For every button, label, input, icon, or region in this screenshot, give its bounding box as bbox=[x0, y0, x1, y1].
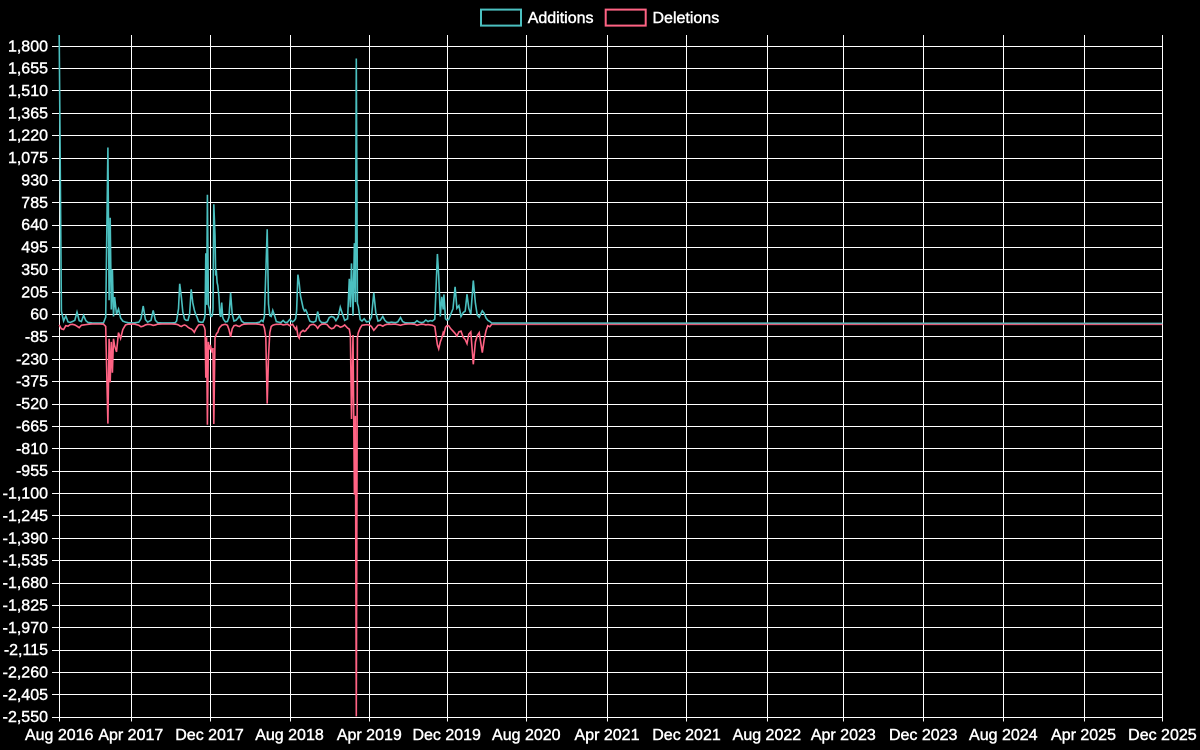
svg-text:-1,245: -1,245 bbox=[3, 508, 48, 525]
svg-text:Aug 2024: Aug 2024 bbox=[969, 727, 1038, 744]
svg-text:Apr 2017: Apr 2017 bbox=[98, 727, 163, 744]
svg-text:-375: -375 bbox=[16, 374, 48, 391]
svg-text:1,220: 1,220 bbox=[8, 128, 48, 145]
svg-text:-1,825: -1,825 bbox=[3, 597, 48, 614]
svg-text:1,075: 1,075 bbox=[8, 150, 48, 167]
svg-text:205: 205 bbox=[21, 284, 48, 301]
svg-text:-2,115: -2,115 bbox=[4, 642, 48, 659]
svg-text:60: 60 bbox=[30, 307, 48, 324]
svg-text:-2,550: -2,550 bbox=[3, 709, 48, 726]
svg-text:Apr 2019: Apr 2019 bbox=[337, 727, 402, 744]
svg-text:-2,260: -2,260 bbox=[3, 664, 48, 681]
svg-text:495: 495 bbox=[21, 240, 48, 257]
svg-text:Aug 2016: Aug 2016 bbox=[25, 727, 94, 744]
svg-text:-1,100: -1,100 bbox=[3, 486, 48, 503]
svg-text:Dec 2019: Dec 2019 bbox=[412, 727, 481, 744]
svg-text:-520: -520 bbox=[16, 396, 48, 413]
svg-text:Dec 2025: Dec 2025 bbox=[1128, 727, 1197, 744]
svg-text:-810: -810 bbox=[16, 441, 48, 458]
svg-text:1,510: 1,510 bbox=[8, 83, 48, 100]
svg-text:Dec 2023: Dec 2023 bbox=[889, 727, 958, 744]
svg-text:640: 640 bbox=[21, 217, 48, 234]
svg-text:350: 350 bbox=[21, 262, 48, 279]
svg-text:-1,680: -1,680 bbox=[3, 575, 48, 592]
svg-text:1,800: 1,800 bbox=[8, 38, 48, 55]
svg-text:-85: -85 bbox=[25, 329, 48, 346]
svg-text:-1,535: -1,535 bbox=[3, 553, 48, 570]
svg-text:1,655: 1,655 bbox=[8, 61, 48, 78]
svg-text:-1,390: -1,390 bbox=[3, 530, 48, 547]
svg-text:930: 930 bbox=[21, 172, 48, 189]
svg-text:-2,405: -2,405 bbox=[3, 687, 48, 704]
svg-text:-665: -665 bbox=[16, 418, 48, 435]
svg-text:Deletions: Deletions bbox=[653, 10, 720, 27]
svg-text:Dec 2017: Dec 2017 bbox=[175, 727, 244, 744]
svg-text:Dec 2021: Dec 2021 bbox=[652, 727, 721, 744]
svg-text:-230: -230 bbox=[16, 351, 48, 368]
svg-text:1,365: 1,365 bbox=[8, 105, 48, 122]
svg-text:-1,970: -1,970 bbox=[3, 620, 48, 637]
svg-text:Apr 2025: Apr 2025 bbox=[1051, 727, 1116, 744]
svg-text:Aug 2022: Aug 2022 bbox=[733, 727, 802, 744]
svg-text:Additions: Additions bbox=[528, 10, 594, 27]
svg-text:-955: -955 bbox=[16, 463, 48, 480]
svg-text:785: 785 bbox=[21, 195, 48, 212]
svg-text:Apr 2021: Apr 2021 bbox=[575, 727, 640, 744]
svg-text:Aug 2018: Aug 2018 bbox=[255, 727, 324, 744]
svg-text:Aug 2020: Aug 2020 bbox=[492, 727, 561, 744]
svg-text:Apr 2023: Apr 2023 bbox=[811, 727, 876, 744]
